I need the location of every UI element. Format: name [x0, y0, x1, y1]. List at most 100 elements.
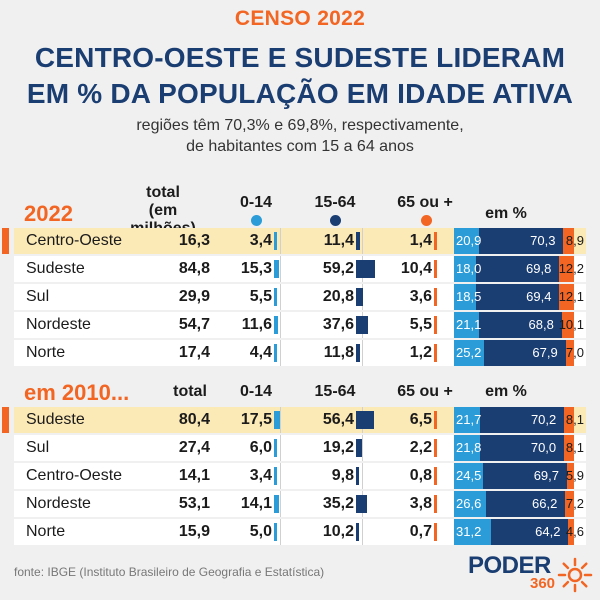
bar-65: [434, 288, 437, 306]
bar-65: [434, 232, 437, 250]
age-15-64-value: 20,8: [322, 288, 354, 305]
age-15-64-value: 37,6: [322, 316, 354, 333]
pct-label-0-14: 21,8: [456, 440, 482, 455]
pct-label-15-64: 67,9: [532, 345, 558, 360]
pct-bar-15-64: [476, 284, 560, 310]
table-row: Centro-Oeste 16,3 3,4 11,4 1,4 20,9 70,3 8,9: [2, 228, 586, 254]
column-separator: [280, 256, 281, 282]
column-separator: [362, 228, 363, 254]
pct-bar-65: [564, 407, 574, 433]
pct-label-65: 8,1: [565, 412, 584, 427]
bar-15-64: [356, 495, 368, 513]
column-separator: [362, 435, 363, 461]
pct-label-0-14: 25,2: [456, 345, 482, 360]
highlight-marker: [2, 228, 9, 254]
column-separator: [280, 407, 281, 433]
pct-label-65: 7,2: [565, 496, 584, 511]
header-pct-2010: em %: [485, 383, 527, 400]
column-separator: [280, 463, 281, 489]
age-65-value: 0,8: [409, 467, 432, 484]
pct-bar-0-14: [454, 435, 481, 461]
header-age-0-14: 0-14: [239, 194, 273, 211]
region-name: Norte: [26, 523, 66, 540]
header-age-15-64-2010: 15-64: [314, 383, 356, 400]
age-65-value: 10,4: [400, 260, 432, 277]
bar-15-64: [356, 523, 360, 541]
table-row: Norte 17,4 4,4 11,8 1,2 25,2 67,9 7,0: [14, 340, 586, 366]
age-15-64-value: 19,2: [322, 439, 354, 456]
pct-bar-0-14: [454, 491, 486, 517]
pct-label-65: 10,1: [558, 317, 584, 332]
pct-label-15-64: 70,0: [530, 440, 557, 455]
table-row: Norte 15,9 5,0 10,2 0,7 31,2 64,2 4,6: [14, 519, 586, 545]
legend-dot-65: [421, 215, 432, 226]
header-total-label: total: [146, 184, 180, 201]
pct-label-15-64: 69,4: [526, 289, 552, 304]
legend-dot-15-64: [330, 215, 341, 226]
bar-15-64: [356, 411, 375, 429]
pct-bar-65: [563, 228, 575, 254]
pct-bar-15-64: [483, 463, 568, 489]
table-row: Sudeste 80,4 17,5 56,4 6,5 21,7 70,2 8,1: [2, 407, 586, 433]
bar-65: [434, 523, 437, 541]
header-pct: em %: [485, 205, 527, 222]
pct-bar-65: [565, 340, 575, 366]
total-value: 15,9: [178, 523, 210, 540]
pct-bar-65: [565, 491, 574, 517]
pct-bar-0-14: [454, 340, 485, 366]
pct-bar-65: [568, 519, 574, 545]
age-0-14-value: 5,5: [249, 288, 272, 305]
bar-0-14: [274, 232, 277, 250]
age-0-14-value: 17,5: [240, 411, 272, 428]
pct-label-65: 12,1: [558, 289, 584, 304]
total-value: 84,8: [178, 260, 210, 277]
bar-15-64: [356, 344, 360, 362]
pct-label-0-14: 21,1: [456, 317, 482, 332]
pct-label-15-64: 70,3: [530, 233, 556, 248]
source-note: fonte: IBGE (Instituto Brasileiro de Geo…: [14, 565, 325, 579]
region-name: Norte: [26, 344, 66, 361]
pct-label-15-64: 66,2: [532, 496, 558, 511]
pct-label-15-64: 64,2: [535, 524, 561, 539]
age-0-14-value: 15,3: [240, 260, 272, 277]
pct-bar-15-64: [475, 256, 560, 282]
header-age-65-2010: 65 ou +: [397, 383, 453, 400]
total-value: 16,3: [178, 232, 210, 249]
column-separator: [362, 519, 363, 545]
section-label-2010: em 2010...: [24, 380, 130, 405]
pct-label-0-14: 31,2: [456, 524, 482, 539]
age-65-value: 6,5: [409, 411, 432, 428]
region-name: Sul: [26, 439, 50, 456]
pct-label-0-14: 20,9: [456, 233, 482, 248]
age-0-14-value: 5,0: [249, 523, 272, 540]
pct-label-0-14: 18,5: [456, 289, 482, 304]
pct-bar-65: [559, 256, 574, 282]
legend-dot-0-14: [251, 215, 262, 226]
age-65-value: 1,2: [409, 344, 432, 361]
column-separator: [362, 340, 363, 366]
pct-bar-15-64: [485, 491, 566, 517]
table-row: Sul 29,9 5,5 20,8 3,6 18,5 69,4 12,1: [14, 284, 586, 310]
bar-65: [434, 344, 437, 362]
bar-65: [434, 260, 438, 278]
total-value: 14,1: [178, 467, 210, 484]
pct-bar-15-64: [484, 340, 566, 366]
age-15-64-value: 10,2: [322, 523, 354, 540]
table-row: Sul 27,4 6,0 19,2 2,2 21,8 70,0 8,1: [14, 435, 586, 461]
age-0-14-value: 6,0: [249, 439, 272, 456]
column-separator: [280, 312, 281, 338]
pct-label-0-14: 26,6: [456, 496, 482, 511]
age-65-value: 1,4: [409, 232, 432, 249]
region-name: Sudeste: [26, 411, 85, 428]
region-name: Sul: [26, 288, 50, 305]
age-65-value: 2,2: [409, 439, 432, 456]
pct-label-65: 8,1: [565, 440, 584, 455]
bar-0-14: [274, 439, 277, 457]
bar-0-14: [274, 316, 278, 334]
pct-bar-15-64: [480, 407, 565, 433]
bar-0-14: [274, 523, 277, 541]
region-name: Nordeste: [26, 316, 91, 333]
bar-15-64: [356, 439, 363, 457]
highlight-marker: [2, 407, 9, 433]
pct-label-65: 5,9: [565, 468, 584, 483]
